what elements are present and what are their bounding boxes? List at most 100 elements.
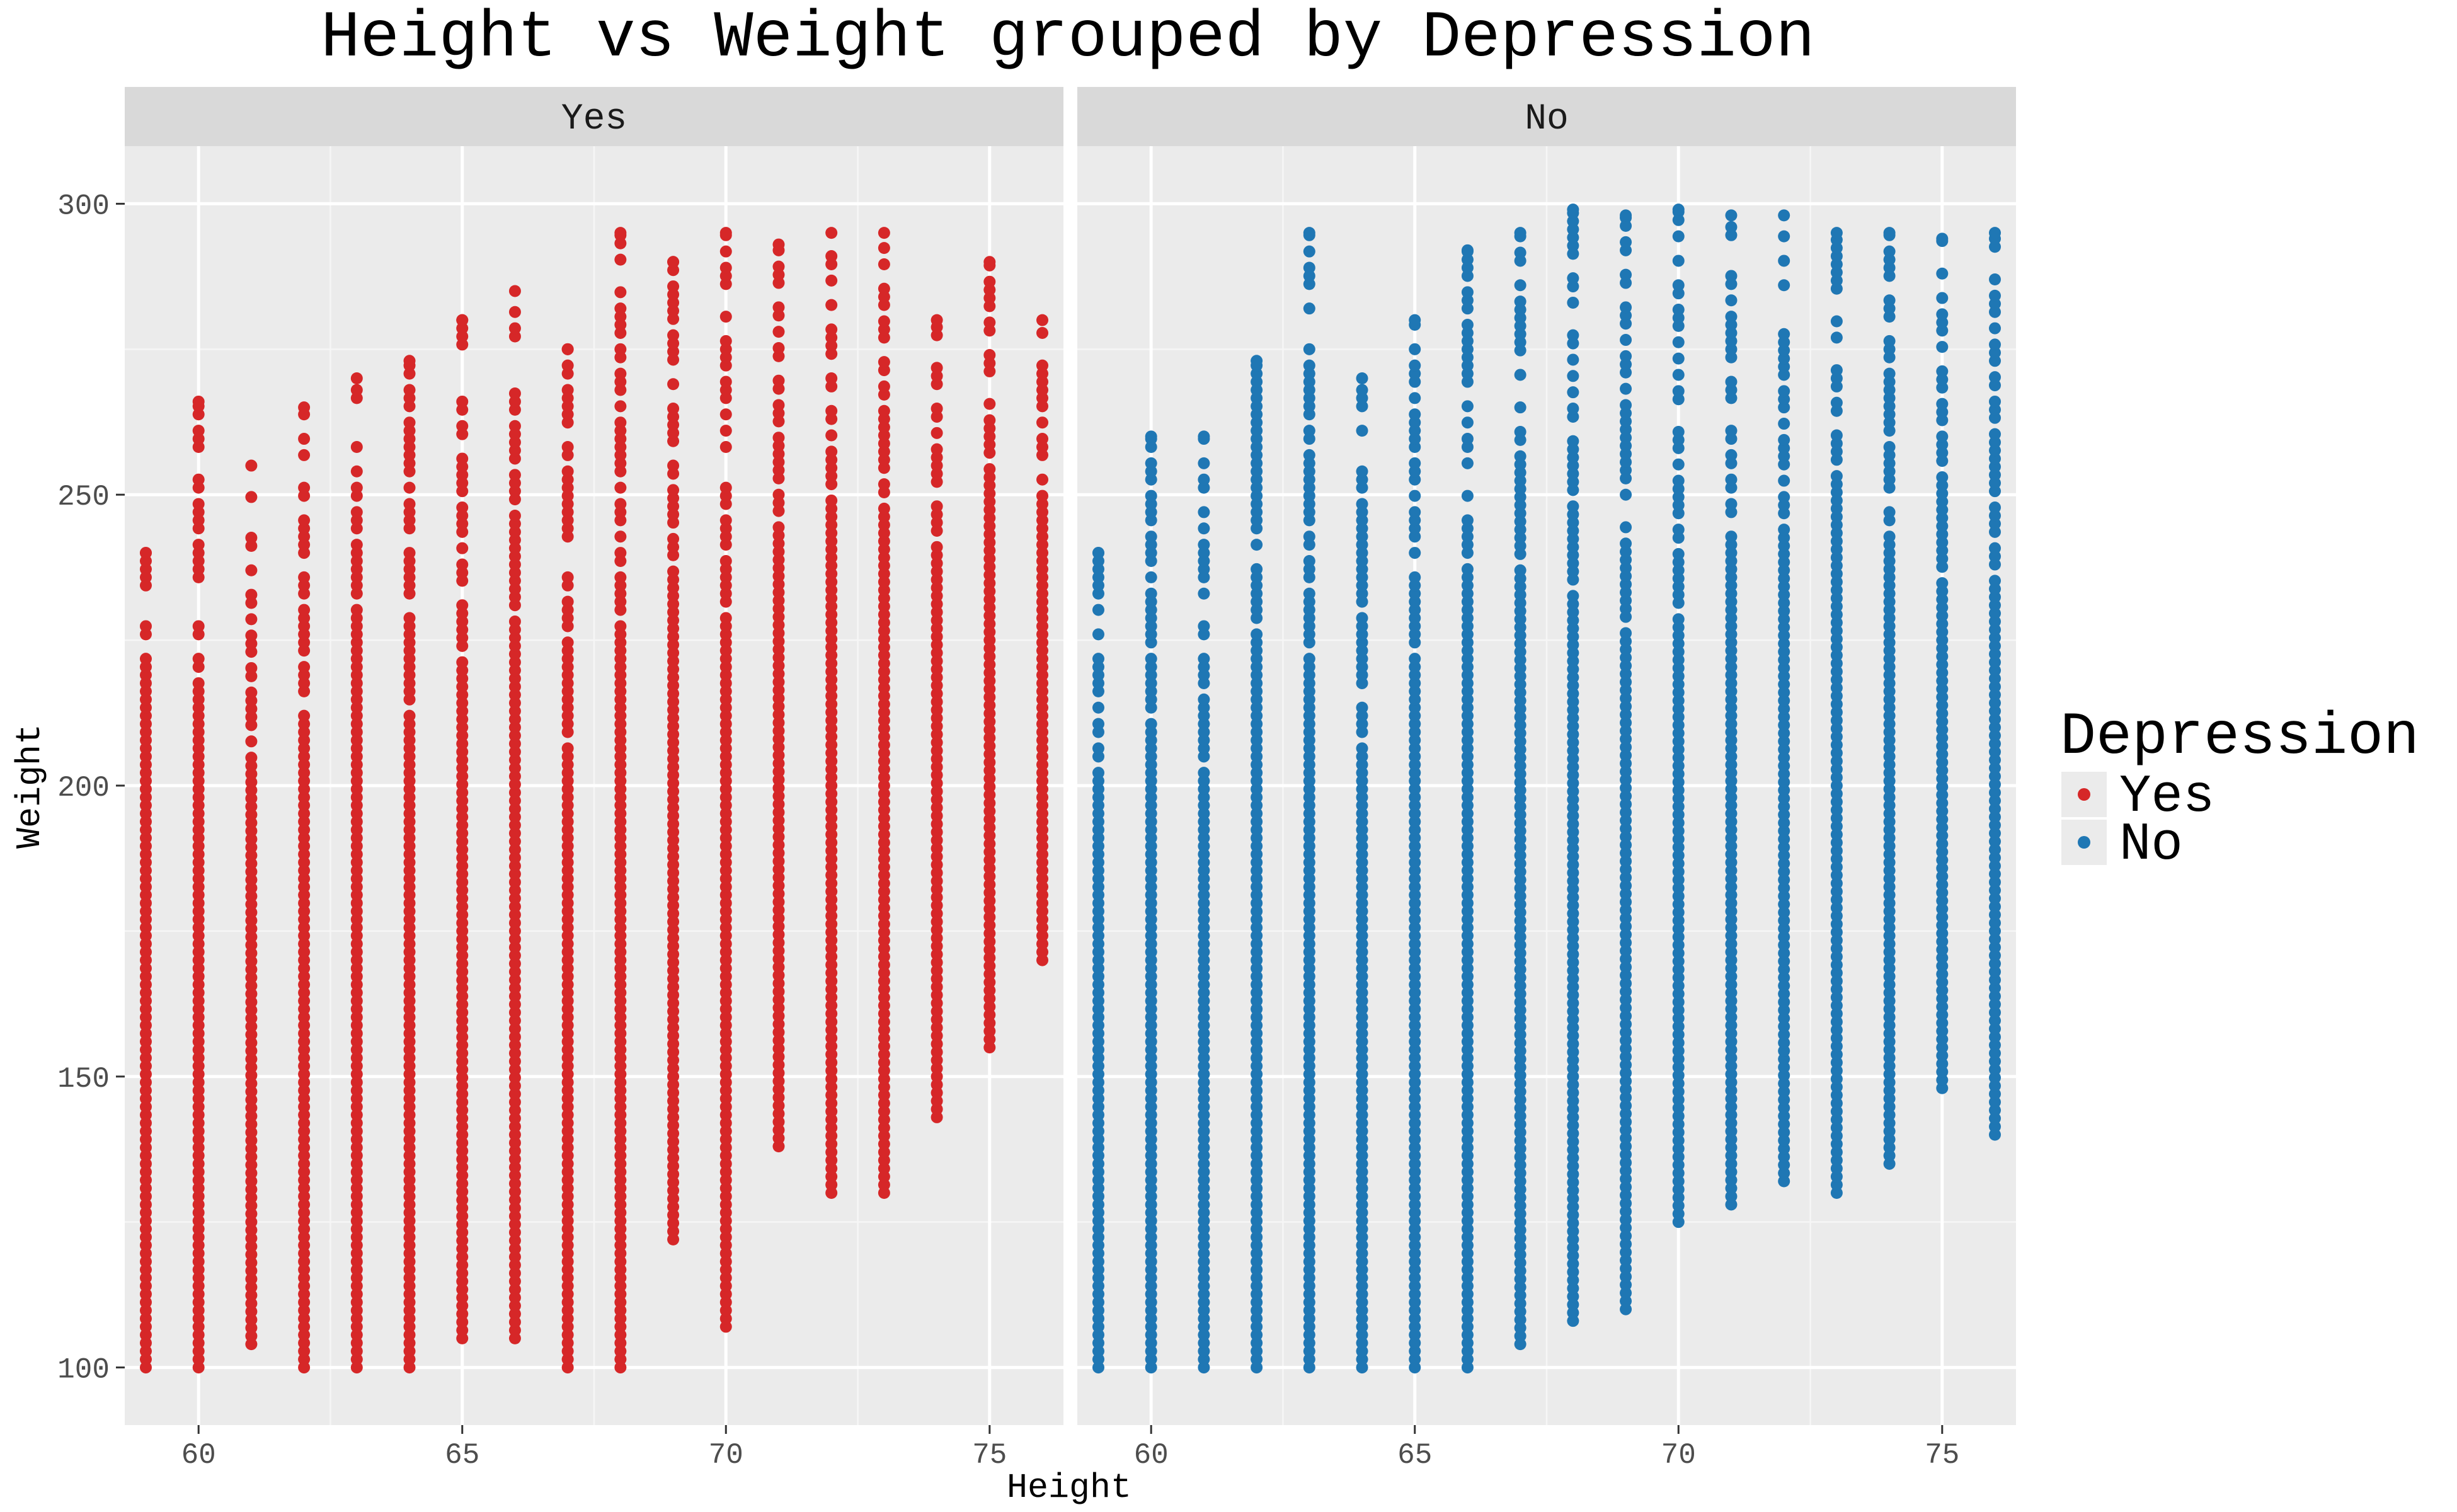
data-point [719,375,732,388]
data-point [561,440,574,453]
data-point [1036,416,1049,429]
data-point [245,735,258,748]
y-tick-label: 300 [57,190,110,222]
data-point [1198,620,1210,633]
data-point [1620,268,1632,281]
data-point [1461,319,1474,331]
data-point [1409,314,1421,326]
data-point [1936,341,1949,353]
data-point [1620,382,1632,395]
data-point [825,227,838,239]
data-point [508,285,521,297]
data-point [245,662,258,674]
data-point [192,620,205,633]
data-point [1936,398,1949,410]
data-point [456,656,469,668]
data-point [1356,372,1368,385]
data-point [1620,627,1632,639]
facet-strip [1077,87,2016,146]
data-point [1672,524,1685,536]
data-point [1725,498,1738,510]
x-tick-label: 75 [1925,1439,1959,1472]
y-tick-label: 100 [57,1354,110,1387]
data-point [1725,209,1738,222]
data-point [403,612,416,624]
data-point [614,400,627,413]
data-point [350,384,363,396]
data-point [1620,488,1632,501]
data-point [1514,227,1526,239]
data-point [1725,311,1738,323]
facet-panels: Yes 60 65 70 75 100 150 200 250 300 No 60 65 70 75 [57,87,2016,1472]
data-point [1409,547,1421,559]
data-point [403,498,416,510]
data-point [298,481,311,494]
data-point [403,416,416,429]
data-point [1989,575,2002,587]
data-point [1567,353,1579,366]
data-point [1303,530,1315,543]
data-point [1567,329,1579,341]
data-point [1778,230,1790,243]
data-point [1145,718,1157,730]
data-point [1936,292,1949,304]
data-point [878,356,890,369]
facet-panel-no: No 60 65 70 75 [1077,87,2016,1472]
data-point [1036,473,1049,486]
data-point [1883,506,1896,518]
data-point [298,401,311,414]
data-point [1725,270,1738,282]
data-point [1461,400,1474,413]
data-point [1672,613,1685,626]
data-point [1145,430,1157,443]
data-point [1989,289,2002,302]
data-point [508,420,521,432]
data-point [667,532,680,545]
data-point [1725,220,1738,233]
data-point [245,459,258,472]
data-point [1409,653,1421,665]
data-point [1514,401,1526,414]
data-point [139,653,152,665]
x-tick-label: 70 [709,1439,743,1472]
data-point [1251,355,1263,367]
data-point [1198,430,1210,443]
data-point [614,302,627,315]
data-point [1409,392,1421,404]
data-point [1092,604,1104,616]
data-point [1409,506,1421,518]
data-point [1778,524,1790,536]
data-point [719,425,732,437]
data-point [1989,322,2002,335]
data-point [983,256,996,268]
data-point [508,469,521,481]
chart-title: Height vs Weight grouped by Depression [321,1,1815,76]
data-point [1830,364,1843,377]
data-point [350,440,363,453]
data-point [878,404,890,417]
data-point [192,498,205,510]
facet-strip-label: No [1525,99,1569,140]
data-point [1036,314,1049,326]
legend-label: Yes [2119,767,2214,827]
data-point [1356,612,1368,624]
data-point [719,612,732,624]
data-point [245,491,258,503]
data-point [1778,328,1790,340]
data-point [1198,693,1210,706]
data-point [1620,301,1632,314]
data-point [403,481,416,494]
data-point [1725,375,1738,388]
data-point [1936,471,1949,484]
data-point [1303,587,1315,600]
data-point [825,445,838,458]
data-point [1198,506,1210,518]
data-point [825,299,838,311]
data-point [1620,350,1632,362]
data-point [245,686,258,699]
data-point [1672,474,1685,487]
data-point [667,565,680,578]
data-point [1251,628,1263,641]
data-point [1883,530,1896,543]
